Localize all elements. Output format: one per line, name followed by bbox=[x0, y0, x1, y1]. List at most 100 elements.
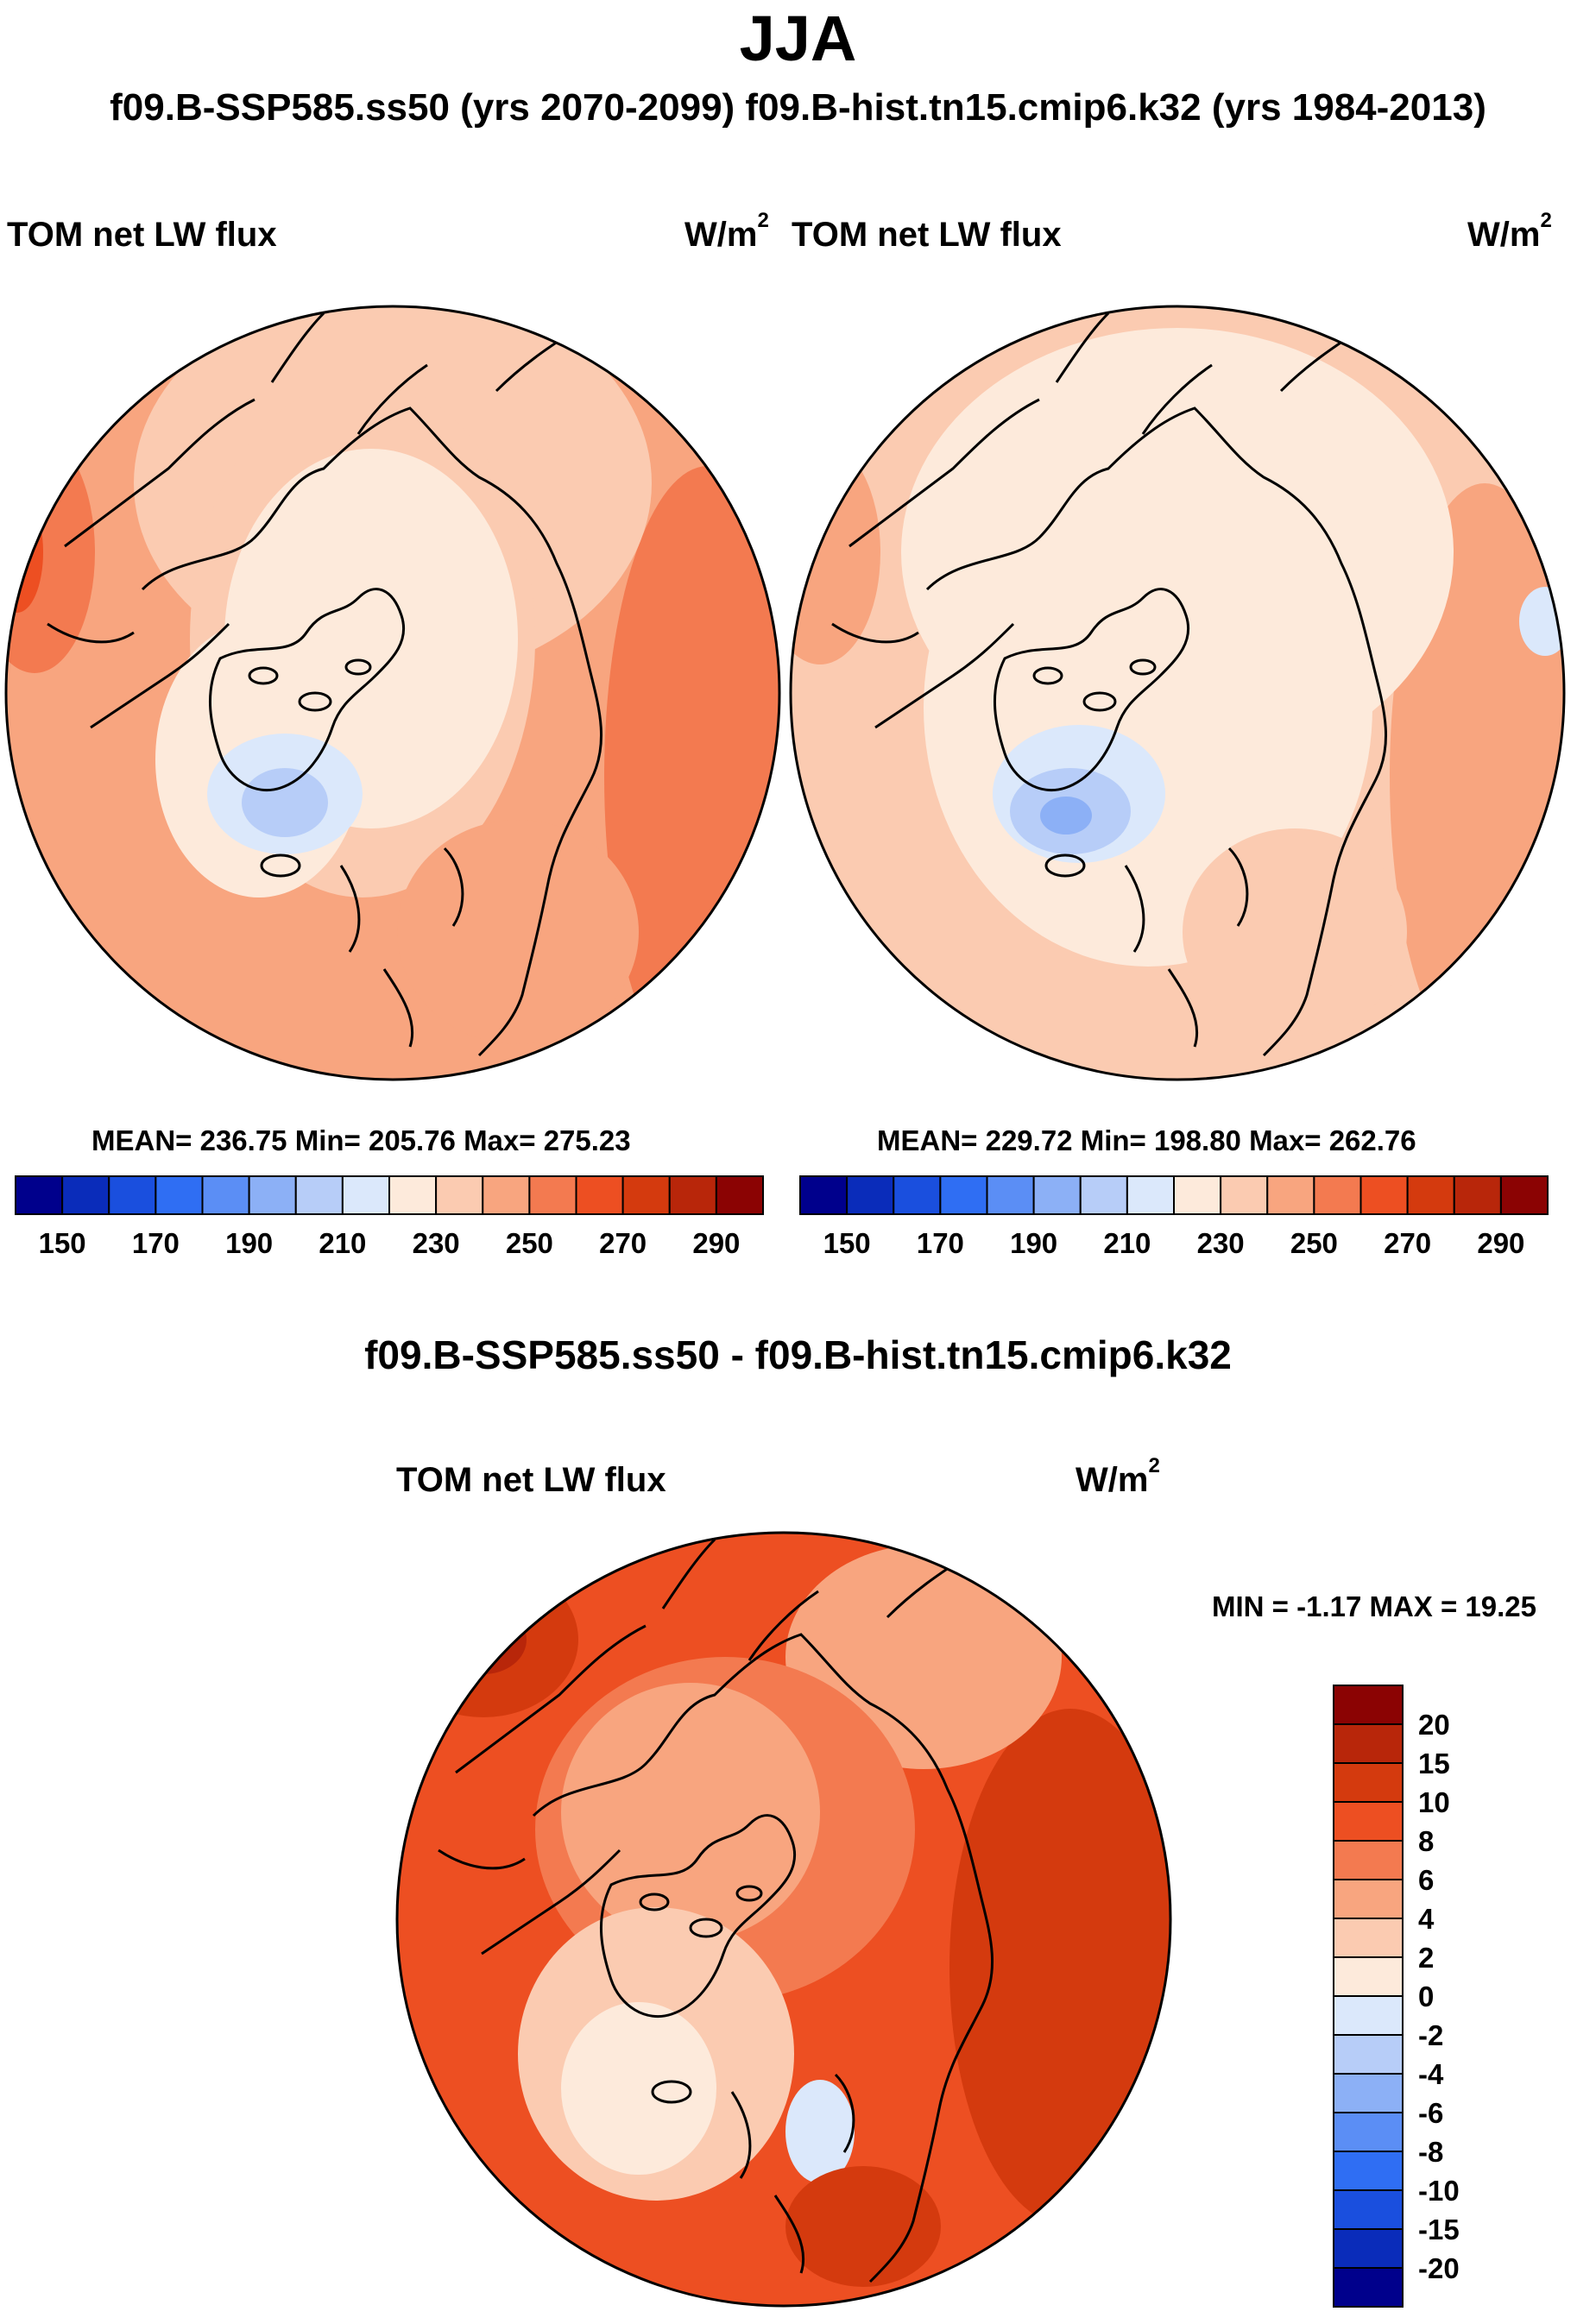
diff-colorbar-tick-label: 0 bbox=[1418, 1981, 1434, 2012]
diff-colorbar-tick-label: -8 bbox=[1418, 2136, 1443, 2168]
season-title: JJA bbox=[739, 3, 857, 74]
diff-colorbar-swatch bbox=[1333, 1762, 1404, 1803]
colorbar-swatch bbox=[846, 1175, 895, 1215]
panel1-colorbar bbox=[15, 1175, 764, 1215]
colorbar-swatch bbox=[248, 1175, 297, 1215]
diff-colorbar-swatch bbox=[1333, 2151, 1404, 2191]
colorbar-swatch bbox=[108, 1175, 157, 1215]
panel1-map bbox=[6, 306, 779, 1080]
colorbar-swatch bbox=[482, 1175, 531, 1215]
diff-colorbar-swatch bbox=[1333, 2267, 1404, 2308]
diff-colorbar-swatch bbox=[1333, 2073, 1404, 2113]
diff-colorbar-swatch bbox=[1333, 1995, 1404, 2036]
diff-colorbar-tick-label: -15 bbox=[1418, 2214, 1460, 2245]
diff-map bbox=[397, 1533, 1170, 2306]
diff-colorbar-tick-label: 20 bbox=[1418, 1709, 1450, 1741]
panel2-map bbox=[791, 306, 1564, 1080]
colorbar-tick-label: 270 bbox=[599, 1227, 647, 1259]
diff-colorbar-tick-label: 8 bbox=[1418, 1825, 1434, 1857]
panel2-colorbar-ticks: 150 170 190 210 230 250 270 290 bbox=[823, 1227, 1525, 1259]
colorbar-tick-label: 230 bbox=[1197, 1227, 1245, 1259]
difference-title: f09.B-SSP585.ss50 - f09.B-hist.tn15.cmip… bbox=[364, 1332, 1232, 1377]
colorbar-tick-label: 210 bbox=[1103, 1227, 1151, 1259]
diff-colorbar-swatch bbox=[1333, 1685, 1404, 1725]
colorbar-swatch bbox=[155, 1175, 204, 1215]
diff-colorbar-tick-label: 6 bbox=[1418, 1864, 1434, 1896]
panel2-colorbar bbox=[799, 1175, 1549, 1215]
diff-colorbar-swatch bbox=[1333, 1723, 1404, 1764]
colorbar-swatch bbox=[893, 1175, 942, 1215]
colorbar-swatch bbox=[388, 1175, 438, 1215]
diff-colorbar bbox=[1333, 1685, 1404, 2308]
panel2-stats: MEAN= 229.72 Min= 198.80 Max= 262.76 bbox=[877, 1124, 1416, 1156]
colorbar-swatch bbox=[201, 1175, 250, 1215]
diff-colorbar-swatch bbox=[1333, 2189, 1404, 2230]
colorbar-tick-label: 210 bbox=[319, 1227, 366, 1259]
diff-colorbar-swatch bbox=[1333, 1956, 1404, 1997]
colorbar-tick-label: 170 bbox=[917, 1227, 964, 1259]
experiment-subtitle: f09.B-SSP585.ss50 (yrs 2070-2099) f09.B-… bbox=[110, 86, 1486, 129]
colorbar-swatch bbox=[1173, 1175, 1222, 1215]
colorbar-swatch bbox=[61, 1175, 110, 1215]
diff-map-border bbox=[395, 1531, 1172, 2308]
colorbar-tick-label: 250 bbox=[1290, 1227, 1338, 1259]
colorbar-tick-label: 170 bbox=[132, 1227, 180, 1259]
diff-colorbar-tick-label: -20 bbox=[1418, 2252, 1460, 2284]
diff-colorbar-swatch bbox=[1333, 1879, 1404, 1919]
panel2-variable-label: TOM net LW flux bbox=[792, 216, 1062, 254]
diff-colorbar-tick-label: -10 bbox=[1418, 2175, 1460, 2207]
diff-units: W/m2 bbox=[1076, 1454, 1160, 1500]
diff-colorbar-tick-label: 2 bbox=[1418, 1942, 1434, 1974]
diff-colorbar-tick-label: 4 bbox=[1418, 1903, 1435, 1935]
diff-colorbar-swatch bbox=[1333, 1840, 1404, 1880]
colorbar-tick-label: 190 bbox=[1010, 1227, 1057, 1259]
colorbar-swatch bbox=[1079, 1175, 1128, 1215]
colorbar-swatch bbox=[575, 1175, 624, 1215]
colorbar-tick-label: 290 bbox=[1477, 1227, 1524, 1259]
colorbar-swatch bbox=[1406, 1175, 1455, 1215]
diff-colorbar-swatch bbox=[1333, 2228, 1404, 2269]
colorbar-swatch bbox=[986, 1175, 1035, 1215]
colorbar-swatch bbox=[341, 1175, 390, 1215]
colorbar-swatch bbox=[1032, 1175, 1082, 1215]
colorbar-tick-label: 230 bbox=[413, 1227, 460, 1259]
colorbar-swatch bbox=[1359, 1175, 1409, 1215]
colorbar-swatch bbox=[939, 1175, 988, 1215]
colorbar-swatch bbox=[799, 1175, 848, 1215]
panel1-variable-label: TOM net LW flux bbox=[7, 216, 277, 254]
colorbar-swatch bbox=[715, 1175, 764, 1215]
panel2-units: W/m2 bbox=[1467, 209, 1552, 255]
diff-colorbar-swatch bbox=[1333, 1918, 1404, 1958]
colorbar-swatch bbox=[1453, 1175, 1502, 1215]
panel1-map-border bbox=[4, 305, 781, 1081]
diff-colorbar-tick-label: -4 bbox=[1418, 2058, 1444, 2090]
diff-minmax: MIN = -1.17 MAX = 19.25 bbox=[1212, 1590, 1537, 1622]
colorbar-swatch bbox=[528, 1175, 577, 1215]
diff-colorbar-tick-label: -2 bbox=[1418, 2019, 1443, 2051]
colorbar-swatch bbox=[621, 1175, 671, 1215]
diff-colorbar-tick-label: 15 bbox=[1418, 1748, 1450, 1779]
colorbar-tick-label: 290 bbox=[692, 1227, 740, 1259]
panel1-colorbar-ticks: 150 170 190 210 230 250 270 290 bbox=[39, 1227, 741, 1259]
panel2-map-border bbox=[789, 305, 1566, 1081]
diff-colorbar-swatch bbox=[1333, 2112, 1404, 2152]
colorbar-swatch bbox=[1126, 1175, 1175, 1215]
colorbar-swatch bbox=[15, 1175, 64, 1215]
colorbar-swatch bbox=[1266, 1175, 1315, 1215]
colorbar-tick-label: 190 bbox=[225, 1227, 273, 1259]
colorbar-swatch bbox=[435, 1175, 484, 1215]
colorbar-swatch bbox=[294, 1175, 344, 1215]
colorbar-swatch bbox=[1313, 1175, 1362, 1215]
colorbar-tick-label: 250 bbox=[506, 1227, 553, 1259]
panel1-stats: MEAN= 236.75 Min= 205.76 Max= 275.23 bbox=[91, 1124, 631, 1156]
colorbar-swatch bbox=[1220, 1175, 1269, 1215]
diff-colorbar-tick-label: 10 bbox=[1418, 1786, 1450, 1818]
colorbar-swatch bbox=[668, 1175, 717, 1215]
diff-variable-label: TOM net LW flux bbox=[396, 1461, 666, 1499]
diff-colorbar-swatch bbox=[1333, 2034, 1404, 2075]
diff-colorbar-tick-label: -6 bbox=[1418, 2097, 1443, 2129]
panel1-units: W/m2 bbox=[684, 209, 769, 255]
colorbar-tick-label: 150 bbox=[823, 1227, 871, 1259]
